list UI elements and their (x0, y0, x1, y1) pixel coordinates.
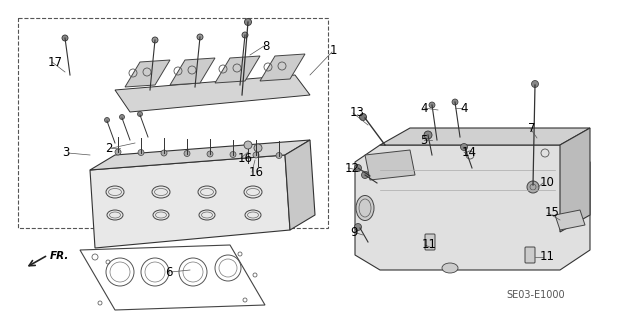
Circle shape (355, 165, 362, 172)
Ellipse shape (442, 263, 458, 273)
Text: 7: 7 (528, 122, 536, 135)
FancyBboxPatch shape (425, 234, 435, 250)
Text: 8: 8 (262, 40, 269, 53)
Ellipse shape (356, 196, 374, 220)
Polygon shape (260, 54, 305, 81)
Circle shape (104, 117, 109, 122)
Circle shape (253, 152, 259, 158)
Circle shape (120, 115, 125, 120)
Text: 5: 5 (420, 133, 428, 146)
Text: 9: 9 (350, 226, 358, 239)
Text: 14: 14 (462, 145, 477, 159)
Circle shape (360, 114, 367, 121)
Text: 1: 1 (330, 43, 337, 56)
Polygon shape (560, 128, 590, 232)
Circle shape (355, 224, 362, 231)
Circle shape (424, 131, 432, 139)
Circle shape (244, 141, 252, 149)
Circle shape (429, 102, 435, 108)
Polygon shape (380, 128, 590, 145)
Text: 16: 16 (249, 166, 264, 179)
Circle shape (62, 35, 68, 41)
Text: 16: 16 (238, 152, 253, 165)
Circle shape (207, 151, 213, 157)
Text: 11: 11 (422, 239, 437, 251)
Text: 4: 4 (420, 101, 428, 115)
Polygon shape (355, 145, 590, 270)
Circle shape (152, 37, 158, 43)
Circle shape (362, 172, 369, 179)
Circle shape (161, 150, 167, 156)
Text: 10: 10 (540, 176, 555, 189)
Circle shape (242, 32, 248, 38)
Circle shape (184, 151, 190, 157)
Text: 13: 13 (350, 107, 365, 120)
Polygon shape (115, 75, 310, 112)
Text: 3: 3 (62, 146, 69, 160)
Polygon shape (215, 56, 260, 83)
Bar (18, 18, 328, 228)
Text: FR.: FR. (50, 251, 69, 261)
Text: 4: 4 (460, 101, 467, 115)
Polygon shape (125, 60, 170, 87)
Circle shape (527, 181, 539, 193)
Text: 11: 11 (540, 250, 555, 263)
Circle shape (452, 99, 458, 105)
FancyBboxPatch shape (525, 247, 535, 263)
Text: 17: 17 (48, 56, 63, 69)
Circle shape (138, 150, 144, 155)
Circle shape (230, 152, 236, 158)
Circle shape (138, 112, 143, 116)
Circle shape (254, 144, 262, 152)
Text: 2: 2 (105, 142, 113, 154)
Circle shape (276, 152, 282, 159)
Polygon shape (285, 140, 315, 230)
Circle shape (115, 149, 121, 155)
Polygon shape (365, 150, 415, 180)
Text: 15: 15 (545, 206, 560, 219)
Circle shape (197, 34, 203, 40)
Polygon shape (555, 210, 585, 230)
Text: 6: 6 (165, 265, 173, 278)
Polygon shape (90, 140, 310, 170)
Circle shape (461, 144, 467, 151)
Text: SE03-E1000: SE03-E1000 (506, 290, 564, 300)
Polygon shape (170, 58, 215, 85)
Polygon shape (90, 155, 290, 248)
Circle shape (244, 19, 252, 26)
Text: 12: 12 (345, 161, 360, 174)
Circle shape (531, 80, 538, 87)
